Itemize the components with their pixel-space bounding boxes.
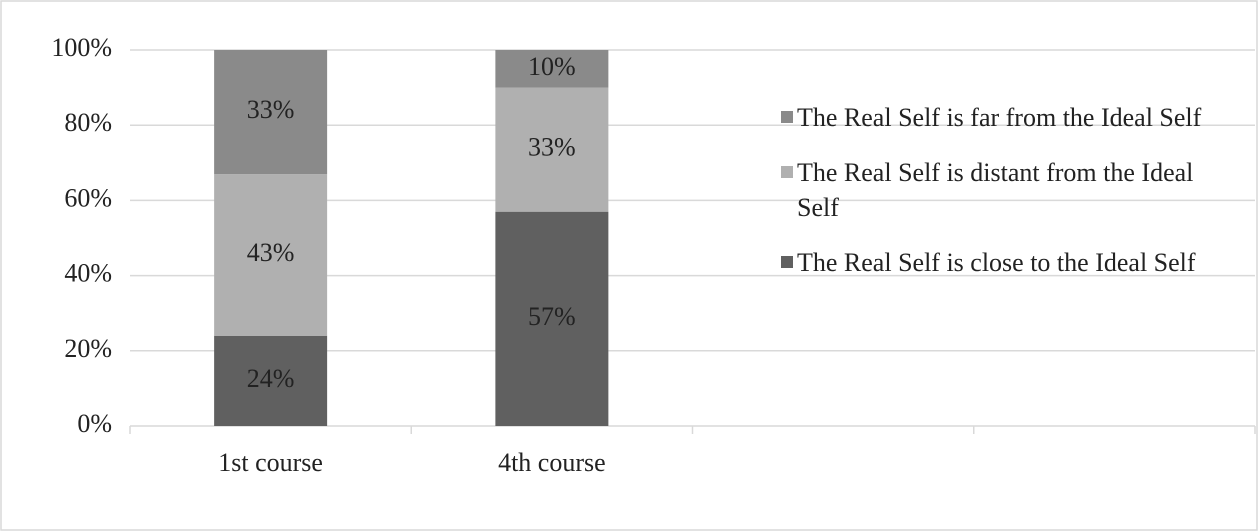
legend-label: The Real Self is distant from the Ideal … (797, 158, 1194, 222)
data-label: 33% (528, 133, 576, 162)
legend-label: The Real Self is close to the Ideal Self (797, 248, 1196, 277)
x-tick-label: 1st course (218, 448, 323, 477)
legend: The Real Self is far from the Ideal Self… (781, 100, 1241, 300)
bar-segment (495, 50, 609, 88)
data-label: 33% (247, 95, 295, 124)
bar-segment (495, 87, 609, 212)
legend-swatch (781, 256, 793, 268)
legend-item: The Real Self is far from the Ideal Self (781, 100, 1241, 135)
bar-segment (214, 50, 328, 175)
bar-segment (495, 211, 609, 426)
data-label: 43% (247, 238, 295, 267)
y-tick-label: 20% (64, 334, 112, 363)
x-tick-label: 4th course (498, 448, 606, 477)
legend-item: The Real Self is close to the Ideal Self (781, 245, 1241, 280)
legend-label: The Real Self is far from the Ideal Self (797, 103, 1202, 132)
legend-item: The Real Self is distant from the Ideal … (781, 155, 1241, 225)
bar-segment (214, 174, 328, 336)
legend-swatch (781, 111, 793, 123)
data-label: 10% (528, 52, 576, 81)
y-tick-label: 0% (77, 409, 112, 438)
y-tick-label: 100% (51, 33, 112, 62)
data-label: 24% (247, 364, 295, 393)
data-label: 57% (528, 302, 576, 331)
y-tick-label: 80% (64, 108, 112, 137)
y-tick-label: 60% (64, 183, 112, 212)
legend-swatch (781, 166, 793, 178)
y-tick-label: 40% (64, 259, 112, 288)
bar-segment (214, 335, 328, 426)
